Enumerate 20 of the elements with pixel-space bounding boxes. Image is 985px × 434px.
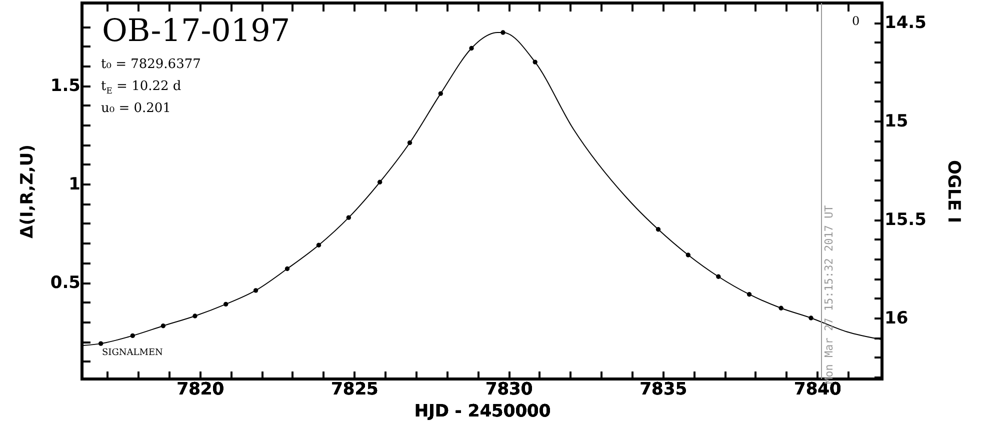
x-tick-label: 7830 [485,380,533,400]
y2-tick-label: 15.5 [884,210,926,230]
annotation: 0 [852,14,860,28]
y-tick-label: 1.5 [50,76,80,96]
y-tick-label: 1 [68,174,80,195]
x-tick-label: 7825 [331,380,378,400]
y-tick-label: 0.5 [50,273,80,294]
y2-axis-title: OGLE I [943,160,964,224]
y-axis-title: Δ(I,R,Z,U) [17,144,38,238]
annotation: u₀ = 0.201 [101,101,171,116]
annotation: t₀ = 7829.6377 [101,57,201,72]
x-tick-label: 7835 [640,380,688,400]
annotation: t$_{E}$ = 10.22 d [101,79,182,96]
y2-tick-label: 16 [884,308,908,328]
y2-tick-label: 15 [884,112,908,132]
chart-title: OB-17-0197 [102,13,290,49]
y2-tick-label: 14.5 [884,13,926,34]
annotation: SIGNALMEN [102,348,163,358]
x-tick-label: 7820 [176,380,224,400]
x-axis-title: HJD - 2450000 [414,402,551,422]
